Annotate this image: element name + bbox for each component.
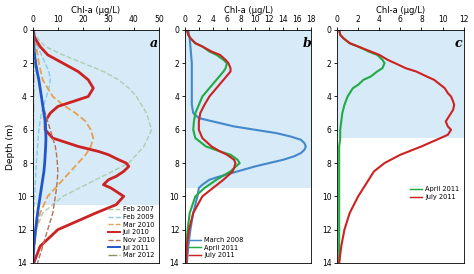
Legend: Feb 2007, Feb 2009, Mar 2010, Jul 2010, Nov 2010, Jul 2011, Mar 2012: Feb 2007, Feb 2009, Mar 2010, Jul 2010, …	[107, 205, 156, 259]
Text: b: b	[302, 37, 311, 50]
Bar	[337, 30, 464, 138]
Bar	[33, 30, 159, 205]
Bar	[185, 30, 311, 188]
Y-axis label: Depth (m): Depth (m)	[6, 123, 15, 170]
Legend: March 2008, April 2011, July 2011: March 2008, April 2011, July 2011	[188, 236, 245, 259]
X-axis label: Chl-a (μg/L): Chl-a (μg/L)	[224, 5, 273, 15]
X-axis label: Chl-a (μg/L): Chl-a (μg/L)	[376, 5, 425, 15]
Legend: April 2011, July 2011: April 2011, July 2011	[409, 185, 460, 201]
Text: a: a	[150, 37, 158, 50]
X-axis label: Chl-a (μg/L): Chl-a (μg/L)	[71, 5, 120, 15]
Text: c: c	[455, 37, 463, 50]
